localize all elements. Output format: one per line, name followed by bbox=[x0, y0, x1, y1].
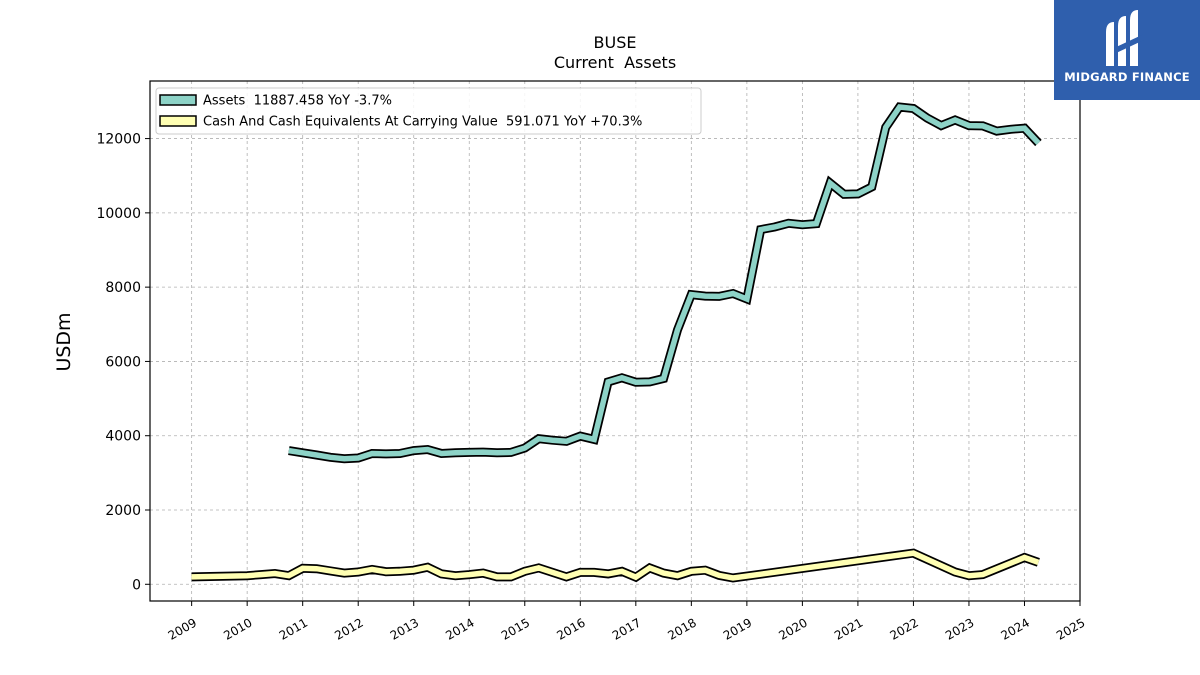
x-tick-label: 2018 bbox=[665, 615, 698, 642]
legend-label-assets: Assets 11887.458 YoY -3.7% bbox=[203, 94, 392, 109]
logo-brand-text: MIDGARD FINANCE bbox=[1064, 70, 1190, 84]
y-tick-label: 6000 bbox=[105, 354, 141, 370]
x-tick-label: 2019 bbox=[721, 615, 754, 642]
midgard-finance-logo-icon bbox=[1106, 10, 1144, 66]
plot-frame bbox=[149, 80, 1081, 602]
legend-label-cash: Cash And Cash Equivalents At Carrying Va… bbox=[203, 115, 642, 130]
y-tick-label: 0 bbox=[132, 577, 141, 593]
y-tick-label: 4000 bbox=[105, 429, 141, 445]
x-tick-label: 2010 bbox=[221, 615, 254, 642]
x-tick-label: 2013 bbox=[388, 615, 421, 642]
chart-subtitle: Current Assets bbox=[554, 53, 676, 72]
legend-frame bbox=[155, 87, 702, 135]
x-tick-label: 2024 bbox=[999, 615, 1032, 642]
x-tick-label: 2015 bbox=[499, 615, 532, 642]
y-tick-label: 10000 bbox=[96, 206, 141, 222]
midgard-finance-logo: MIDGARD FINANCE bbox=[1054, 0, 1200, 100]
y-tick-label: 8000 bbox=[105, 280, 141, 296]
x-tick-label: 2009 bbox=[166, 615, 199, 642]
x-tick-label: 2017 bbox=[610, 615, 643, 642]
x-tick-label: 2022 bbox=[887, 615, 920, 642]
x-tick-label: 2025 bbox=[1054, 615, 1087, 642]
x-tick-label: 2014 bbox=[443, 615, 476, 642]
y-axis-ticks: 0 2000 4000 6000 8000 10000 12000 bbox=[96, 132, 150, 593]
x-tick-label: 2021 bbox=[832, 615, 865, 642]
series-1-line bbox=[191, 550, 1040, 581]
series-0-outline bbox=[288, 102, 1042, 464]
series-layer bbox=[191, 102, 1042, 583]
x-tick-label: 2023 bbox=[943, 615, 976, 642]
x-tick-label: 2012 bbox=[332, 615, 365, 642]
x-axis-ticks: 2009 2010 2011 2012 2013 2014 2015 2016 2017 2018… bbox=[166, 601, 1088, 643]
legend: Assets 11887.458 YoY -3.7% Cash And Cash… bbox=[155, 87, 702, 135]
x-tick-label: 2020 bbox=[776, 615, 809, 642]
x-tick-label: 2011 bbox=[277, 615, 310, 642]
x-tick-label: 2016 bbox=[554, 615, 587, 642]
grid bbox=[150, 81, 1081, 601]
y-axis-label: USDm bbox=[53, 312, 75, 371]
chart-title: BUSE bbox=[594, 33, 637, 52]
legend-swatch-cash bbox=[159, 115, 197, 127]
legend-swatch-assets bbox=[159, 94, 197, 106]
series-0-line bbox=[288, 104, 1041, 462]
y-tick-label: 12000 bbox=[96, 132, 141, 148]
y-tick-label: 2000 bbox=[105, 503, 141, 519]
